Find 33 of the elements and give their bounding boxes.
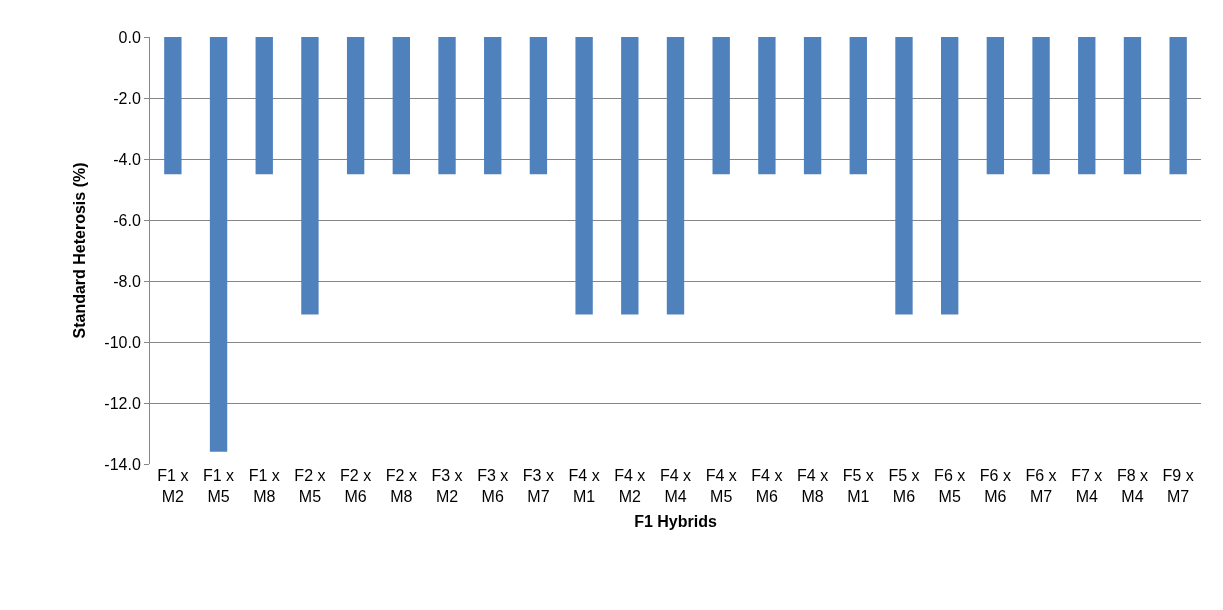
- x-tick-label: F4 x M1: [568, 467, 600, 505]
- x-tick-label: F8 x M4: [1116, 467, 1149, 505]
- x-tick-label: F4 x M4: [659, 467, 692, 505]
- y-tick-label: 0.0: [118, 28, 141, 46]
- x-tick-label: F1 x M5: [202, 467, 235, 505]
- x-tick-label: F4 x M8: [797, 467, 829, 505]
- x-tick-label: F5 x M1: [842, 467, 874, 505]
- y-tick-label: -4.0: [113, 150, 141, 168]
- x-tick-label: F5 x M6: [888, 467, 920, 505]
- x-tick-label: F7 x M4: [1071, 467, 1103, 505]
- y-tick-label: -14.0: [104, 455, 141, 473]
- y-tick-label: -8.0: [113, 272, 141, 290]
- x-tick-label: F6 x M5: [934, 467, 966, 505]
- x-tick-label: F6 x M7: [1025, 467, 1057, 505]
- x-tick-label: F9 x M7: [1162, 467, 1194, 505]
- x-tick-label: F6 x M6: [979, 467, 1011, 505]
- x-tick-label: F1 x M8: [248, 467, 280, 505]
- y-tick-label: -12.0: [104, 394, 141, 412]
- x-tick-label: F3 x M2: [431, 467, 463, 505]
- x-tick-label: F1 x M2: [157, 467, 189, 505]
- x-axis-title: F1 Hybrids: [634, 513, 717, 531]
- y-axis-title: Standard Heterosis (%): [71, 162, 89, 339]
- x-tick-label: F2 x M8: [385, 467, 417, 505]
- y-tick-label: -10.0: [104, 333, 141, 351]
- y-tick-label: -2.0: [113, 89, 141, 107]
- x-tick-label: F4 x M2: [614, 467, 646, 505]
- y-tick-label: -6.0: [113, 211, 141, 229]
- x-tick-label: F2 x M6: [340, 467, 372, 505]
- x-tick-label: F2 x M5: [294, 467, 326, 505]
- x-tick-label: F4 x M6: [751, 467, 783, 505]
- x-tick-label: F4 x M5: [705, 467, 737, 505]
- x-tick-label: F3 x M6: [477, 467, 509, 505]
- x-tick-label: F3 x M7: [522, 467, 554, 505]
